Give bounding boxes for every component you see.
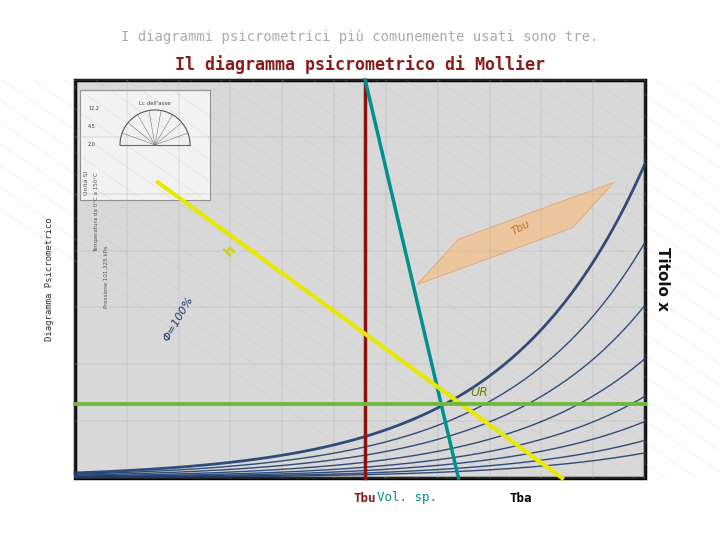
Text: 2.0: 2.0 [88, 142, 96, 147]
Text: UR: UR [470, 386, 488, 399]
Text: Unità SI: Unità SI [84, 170, 89, 195]
Text: Tbu: Tbu [510, 219, 531, 237]
Text: Φ=100%: Φ=100% [162, 295, 196, 343]
Text: Lc dell'asse: Lc dell'asse [139, 101, 171, 106]
Text: Tbu: Tbu [354, 491, 377, 504]
Polygon shape [417, 183, 614, 285]
Text: 12.2: 12.2 [88, 106, 99, 111]
Text: Il diagramma psicrometrico di Mollier: Il diagramma psicrometrico di Mollier [175, 55, 545, 74]
Bar [80, 90, 210, 200]
Text: Vol. sp.: Vol. sp. [377, 491, 436, 504]
Text: Temperatura da 0°C a 150°C: Temperatura da 0°C a 150°C [94, 172, 99, 252]
Text: Tba: Tba [509, 491, 532, 504]
Text: I diagrammi psicrometrici più comunemente usati sono tre.: I diagrammi psicrometrici più comunement… [121, 30, 599, 44]
Bar [75, 80, 645, 478]
Text: h: h [222, 242, 239, 259]
Text: Titolo x: Titolo x [655, 247, 670, 311]
Text: 4.5: 4.5 [88, 124, 96, 129]
Text: Pressione 101.325 kPa: Pressione 101.325 kPa [104, 246, 109, 308]
Text: Diagramma Psicrometrico: Diagramma Psicrometrico [45, 217, 55, 341]
